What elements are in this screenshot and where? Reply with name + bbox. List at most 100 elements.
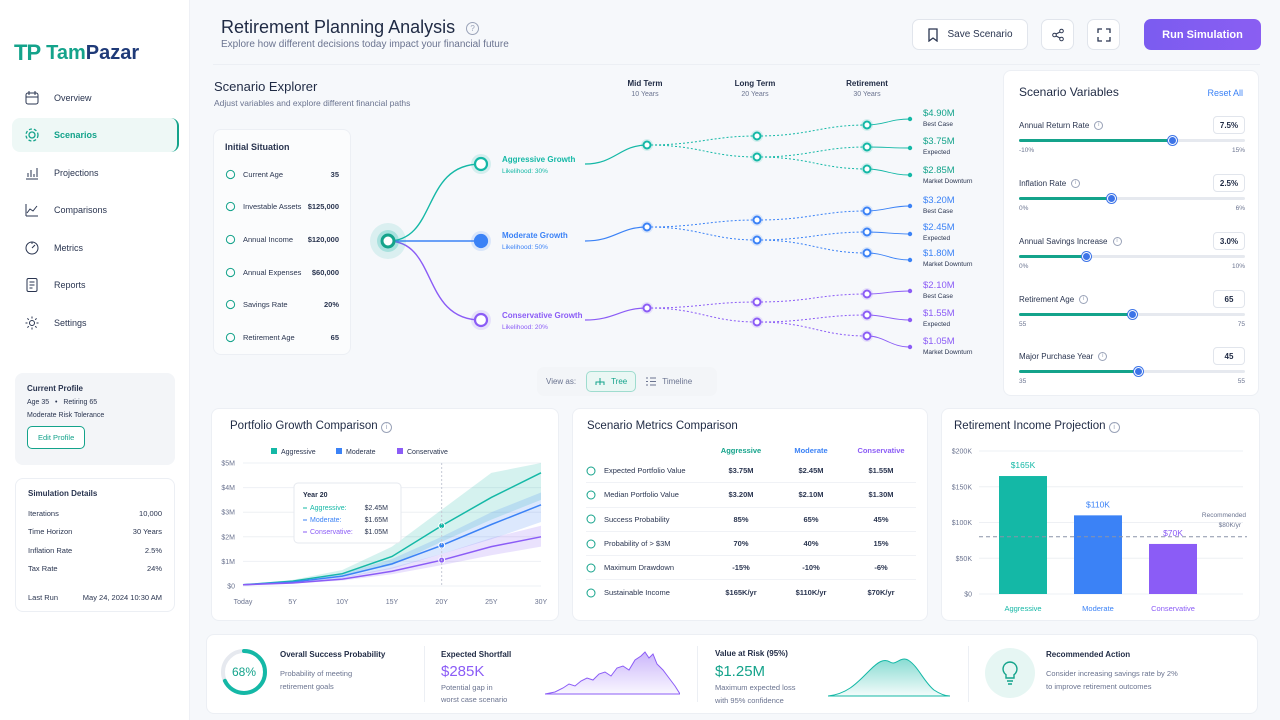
variable-value-input[interactable]: 2.5% [1213,174,1245,192]
variable-value-input[interactable]: 3.0% [1213,232,1245,250]
initial-title: Initial Situation [225,142,290,152]
tree-node [862,310,872,320]
slider-thumb[interactable] [1134,367,1144,376]
x-tick-label: 15Y [386,599,399,606]
legend-swatch [271,448,277,454]
sidebar-item-label: Overview [54,93,92,103]
median-icon [586,490,596,500]
variable-slider[interactable]: Major Purchase Year i 45 35 55 [1019,347,1245,385]
variable-slider[interactable]: Retirement Age i 65 55 75 [1019,290,1245,328]
variable-value-input[interactable]: 45 [1213,347,1245,365]
variable-value-input[interactable]: 65 [1213,290,1245,308]
y-tick-label: $100K [952,520,973,527]
variable-slider[interactable]: Inflation Rate i 2.5% 0% 6% [1019,174,1245,212]
tooltip-value: $1.65M [365,517,389,524]
outcome-dot [907,203,913,209]
variable-label: Major Purchase Year i [1019,352,1245,361]
variable-slider[interactable]: Annual Savings Increase i 3.0% 0% 10% [1019,232,1245,270]
var-sparkline [828,658,950,697]
view-tree-button[interactable]: Tree [586,371,637,392]
profile-risk: Moderate Risk Tolerance [27,412,105,419]
info-icon[interactable]: i [1098,352,1108,361]
slider-thumb[interactable] [1127,310,1137,319]
series-line [242,504,542,586]
series-line [242,472,542,586]
tree-branch-line [756,293,868,303]
sidebar-item-metrics[interactable]: Metrics [12,231,179,265]
table-row: Expected Portfolio Value $3.75M $2.45M $1.5… [586,459,916,484]
slider-track[interactable] [1019,367,1245,376]
info-icon[interactable]: i [1112,237,1122,246]
divider [697,646,698,702]
confidence-band [243,492,541,585]
sim-detail-row: Tax Rate 24% [28,564,162,574]
wallet-icon [225,234,236,245]
initial-row: Savings Rate 20% [225,288,339,321]
metrics-table: Aggressive Moderate Conservative Expecte… [586,441,916,605]
outcome-label: $3.20M Best Case [923,195,955,215]
sidebar-item-projections[interactable]: Projections [12,156,179,190]
edit-profile-button[interactable]: Edit Profile [27,426,86,449]
outcome-label: $2.85M Market Downturn [923,165,973,185]
x-tick-label: Today [234,599,253,606]
sidebar-item-settings[interactable]: Settings [12,306,179,340]
sidebar-item-comparisons[interactable]: Comparisons [12,193,179,227]
tree-node [862,289,872,299]
tooltip-box [293,482,402,544]
metrics-comparison-panel: Scenario Metrics Comparison Aggressive M… [572,408,928,621]
expand-icon [1096,27,1111,42]
sidebar-item-label: Projections [54,168,99,178]
profile-title: Current Profile [27,384,84,393]
info-icon[interactable]: i [1094,121,1104,130]
reset-all-link[interactable]: Reset All [1207,88,1243,98]
view-timeline-button[interactable]: Timeline [646,377,692,386]
save-scenario-button[interactable]: Save Scenario [912,19,1028,50]
info-icon[interactable]: i [1079,295,1089,304]
variable-label: Annual Savings Increase i [1019,237,1245,246]
info-icon[interactable]: i [380,422,392,433]
sidebar-item-reports[interactable]: Reports [12,268,179,302]
help-icon[interactable]: ? [466,21,480,35]
logo-text: TamPazar [46,41,140,64]
share-button[interactable] [1041,19,1074,50]
percent-icon [225,300,236,310]
drawdown-icon [586,563,596,573]
y-tick-label: $200K [952,449,973,456]
divider [424,646,425,702]
legend-swatch [397,448,403,454]
run-simulation-button[interactable]: Run Simulation [1144,19,1261,50]
slider-track[interactable] [1019,136,1245,145]
sidebar-item-label: Reports [54,280,86,290]
tree-branch-line [646,307,758,323]
slider-thumb[interactable] [1168,136,1178,145]
current-profile-card: Current Profile Age 35 • Retiring 65 Mod… [15,373,175,465]
settings-icon [25,316,39,330]
explorer-subtitle: Adjust variables and explore different f… [214,98,411,108]
y-tick-label: $5M [221,461,235,468]
slider-thumb[interactable] [1107,194,1117,203]
confidence-band [243,525,541,585]
slider-track[interactable] [1019,310,1245,319]
logo[interactable]: TP TamPazar [14,40,139,66]
y-tick-label: $3M [221,510,235,517]
tree-node [752,297,762,307]
slider-track[interactable] [1019,194,1245,203]
tree-branch-line [387,240,482,321]
sidebar-item-scenarios[interactable]: Scenarios [12,118,179,152]
initial-row: Retirement Age 65 [225,321,339,354]
variable-label: Retirement Age i [1019,295,1245,304]
info-icon[interactable]: i [1071,179,1081,188]
shortfall-title: Expected Shortfall [441,650,512,659]
bookmark-icon [928,27,939,42]
header-divider [213,64,1260,65]
slider-thumb[interactable] [1082,252,1092,261]
variable-value-input[interactable]: 7.5% [1213,116,1245,134]
info-icon[interactable]: i [1108,422,1120,433]
tree-branch-line [584,226,648,242]
gauge-icon [25,241,39,255]
tree-branch-line [646,301,758,309]
slider-track[interactable] [1019,252,1245,261]
fullscreen-button[interactable] [1087,19,1120,50]
variable-slider[interactable]: Annual Return Rate i 7.5% -10% 15% [1019,116,1245,154]
sidebar-item-overview[interactable]: Overview [12,81,179,115]
